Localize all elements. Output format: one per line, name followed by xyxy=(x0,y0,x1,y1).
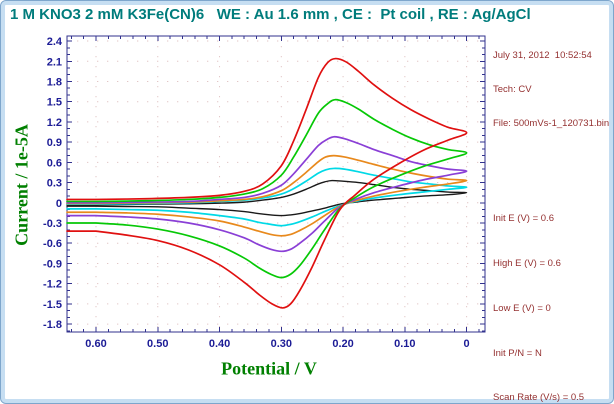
y-axis-label: Current / 1e-5A xyxy=(11,124,32,246)
x-tick-label: 0.60 xyxy=(85,338,106,350)
timestamp: July 31, 2012 10:52:54 xyxy=(493,50,592,62)
x-tick-label: 0 xyxy=(464,338,470,350)
parameter-line: Scan Rate (V/s) = 0.5 xyxy=(493,392,585,404)
y-tick-label: -1.5 xyxy=(43,299,62,311)
y-tick-label: 0.6 xyxy=(47,157,62,169)
x-tick-label: 0.40 xyxy=(209,338,230,350)
cv-curve-10mVs xyxy=(66,179,468,217)
y-tick-label: 1.5 xyxy=(47,97,62,109)
x-tick-label: 0.20 xyxy=(332,338,353,350)
x-tick-label: 0.10 xyxy=(394,338,415,350)
x-axis-label: Potential / V xyxy=(221,358,317,379)
y-tick-label: 2.1 xyxy=(47,56,62,68)
parameter-line: Low E (V) = 0 xyxy=(493,302,551,314)
page-title: 1 M KNO3 2 mM K3Fe(CN)6 WE : Au 1.6 mm ,… xyxy=(10,6,531,23)
cv-curve-100mVs xyxy=(66,135,468,253)
y-tick-label: 0.3 xyxy=(47,178,62,190)
y-tick-label: -1.2 xyxy=(43,279,62,291)
parameter-list: Init E (V) = 0.6 High E (V) = 0.6 Low E … xyxy=(493,168,613,404)
parameter-line: High E (V) = 0.6 xyxy=(493,258,561,269)
y-tick-label: -0.6 xyxy=(43,238,62,250)
y-tick-label: 2.4 xyxy=(47,36,63,48)
y-tick-label: 0.9 xyxy=(47,137,62,149)
cv-curve-500mVs xyxy=(66,57,468,309)
parameter-line: Init E (V) = 0.6 xyxy=(493,213,554,225)
y-tick-label: -0.3 xyxy=(43,218,62,230)
x-tick-label: 0.30 xyxy=(271,338,292,350)
technique-label: Tech: CV xyxy=(493,84,532,95)
x-tick-label: 0.50 xyxy=(147,338,168,350)
y-tick-label: 1.2 xyxy=(47,117,62,129)
cv-curve-50mVs xyxy=(66,154,468,237)
y-tick-label: 1.8 xyxy=(47,76,62,88)
plot-frame xyxy=(66,35,486,333)
cv-curve-250mVs xyxy=(66,98,468,279)
file-label: File: 500mVs-1_120731.bin xyxy=(493,117,610,129)
info-panel: July 31, 2012 10:52:54 Tech: CV File: 50… xyxy=(493,28,613,404)
y-tick-label: 0 xyxy=(56,198,62,210)
parameter-line: Init P/N = N xyxy=(493,347,542,359)
y-tick-label: -1.8 xyxy=(43,319,62,331)
y-tick-label: -0.9 xyxy=(43,258,62,270)
cv-curve-25mVs xyxy=(66,167,468,227)
